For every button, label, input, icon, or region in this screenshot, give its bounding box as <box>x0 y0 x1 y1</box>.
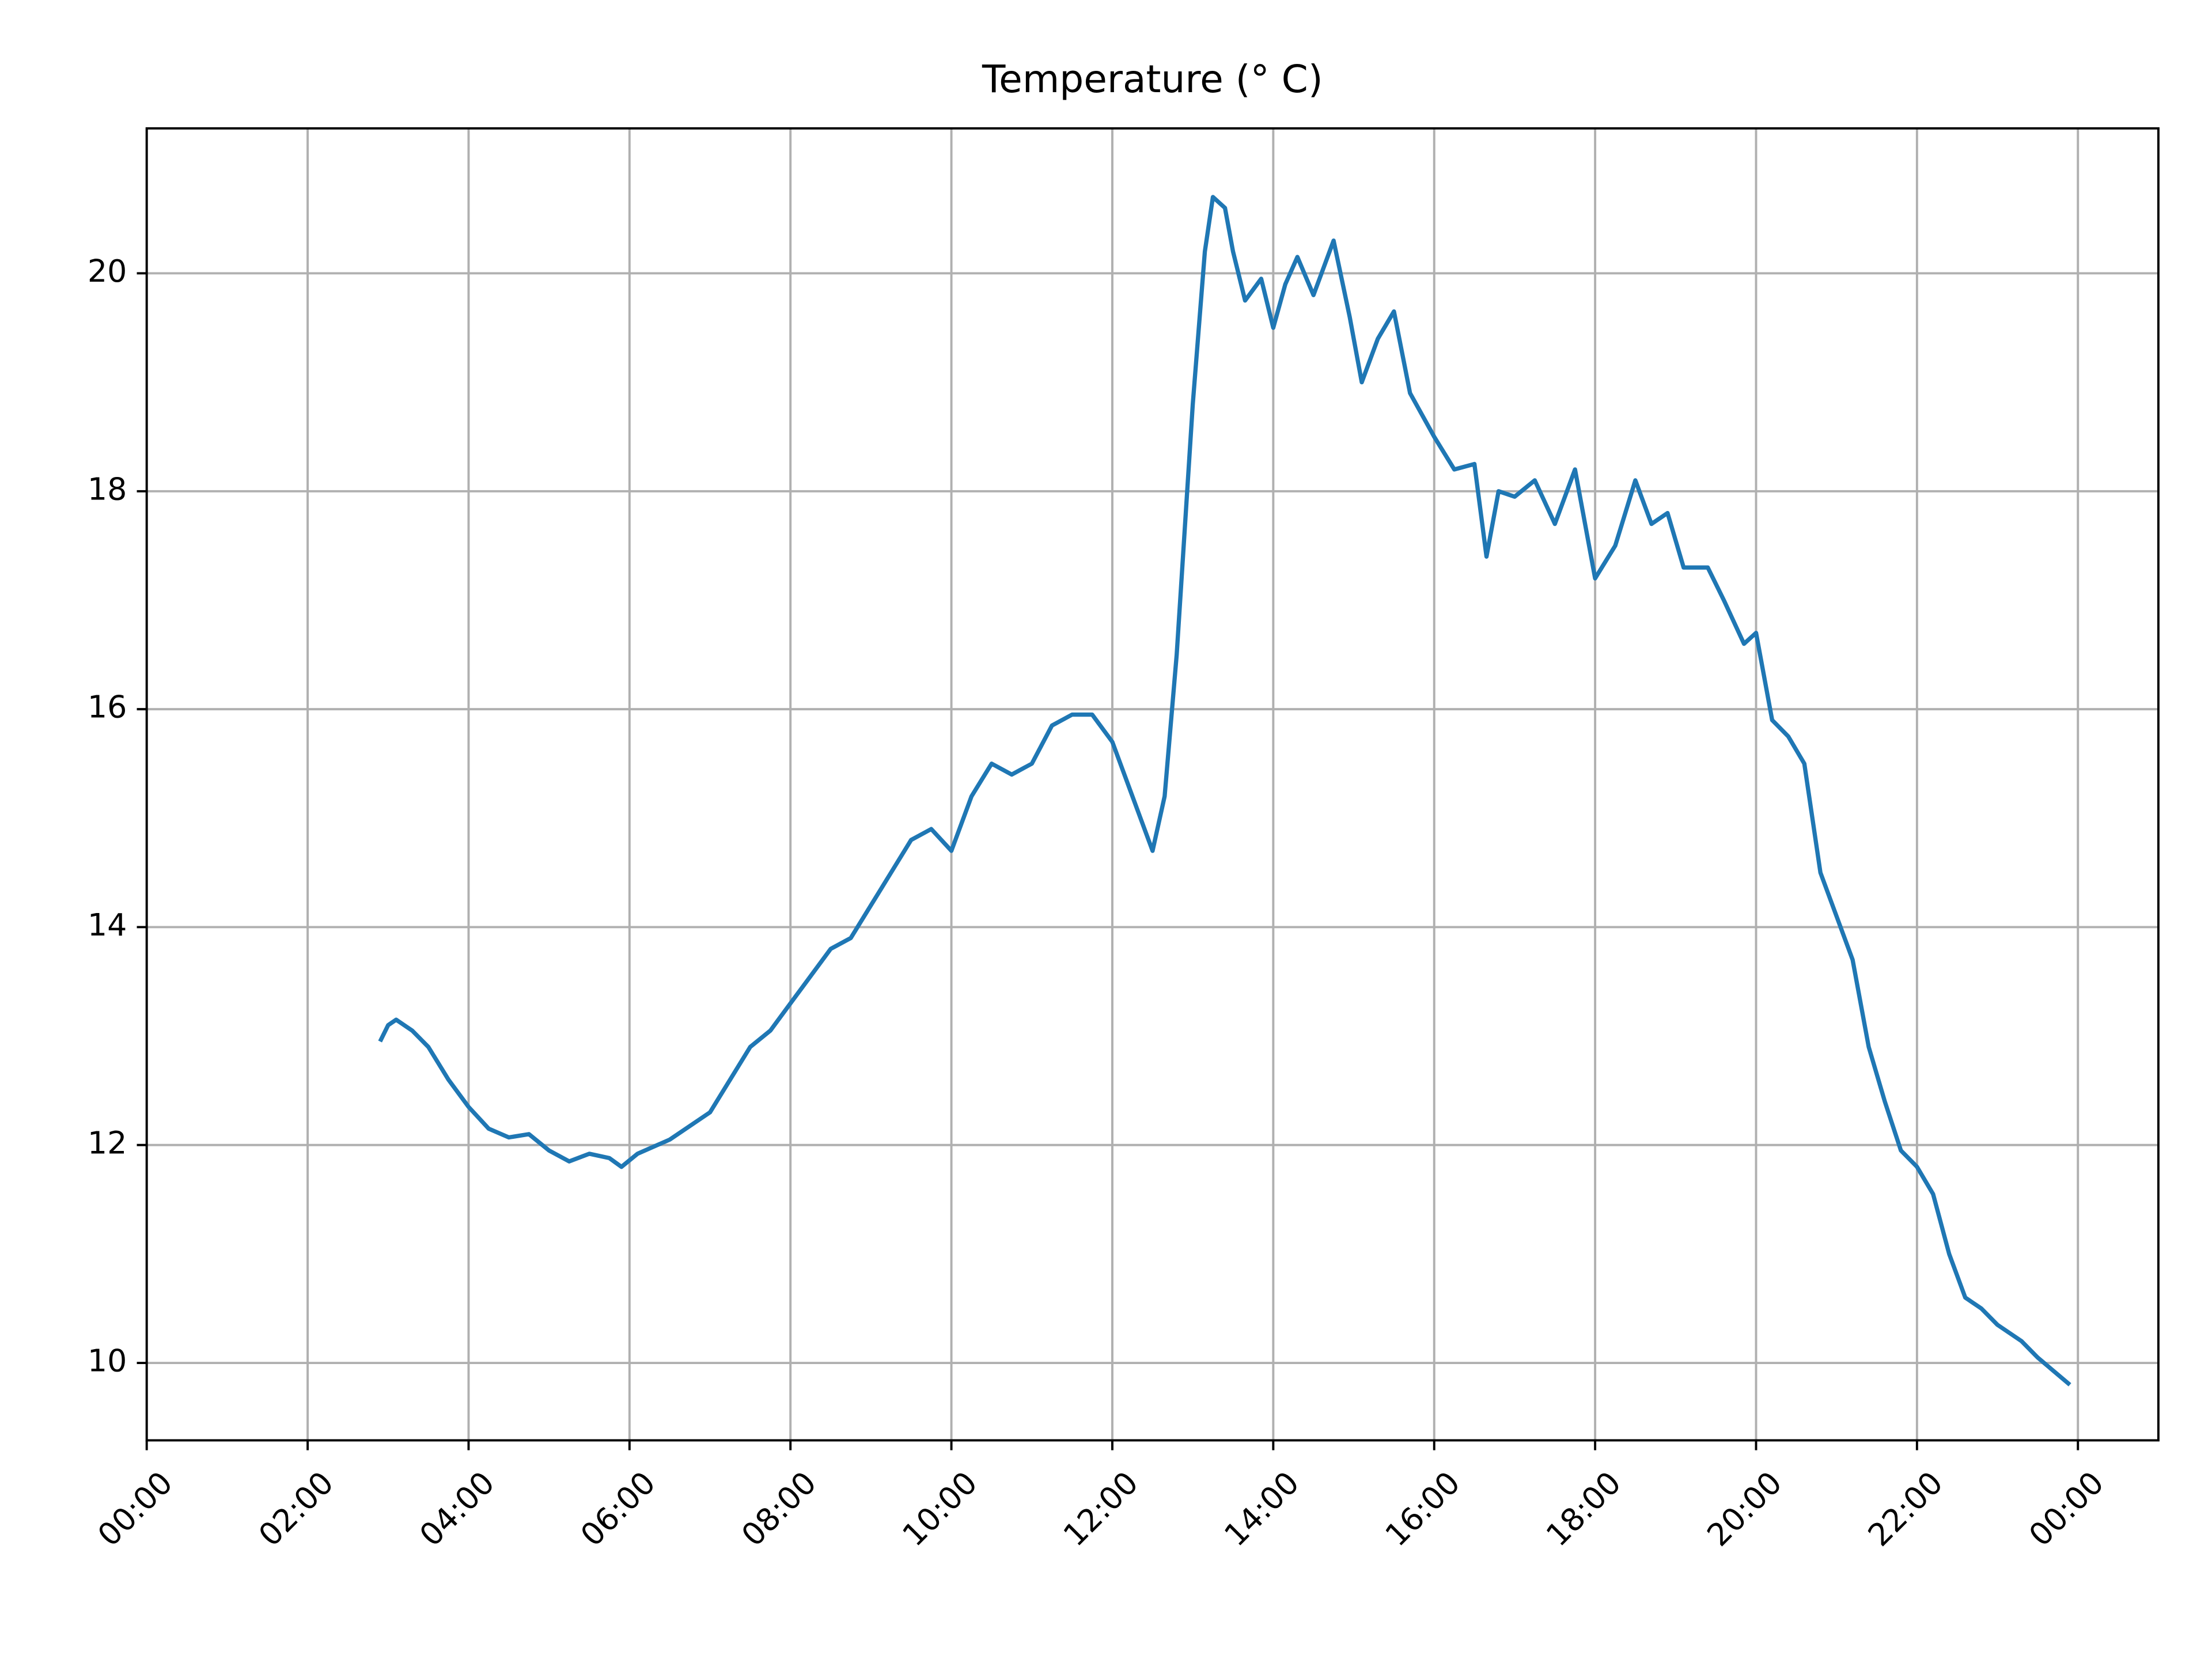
y-tick-label: 16 <box>88 689 127 725</box>
chart-title: Temperature (° C) <box>982 57 1323 101</box>
y-tick-label: 10 <box>88 1343 127 1379</box>
plot <box>378 195 2071 1387</box>
y-tick-label: 20 <box>88 253 127 289</box>
y-tick-label: 14 <box>88 907 127 943</box>
y-tick-label: 12 <box>88 1124 127 1161</box>
grid <box>145 128 2158 1441</box>
data-line <box>378 195 2071 1387</box>
y-tick-label: 18 <box>88 471 127 507</box>
axes-frame <box>145 127 2160 1442</box>
